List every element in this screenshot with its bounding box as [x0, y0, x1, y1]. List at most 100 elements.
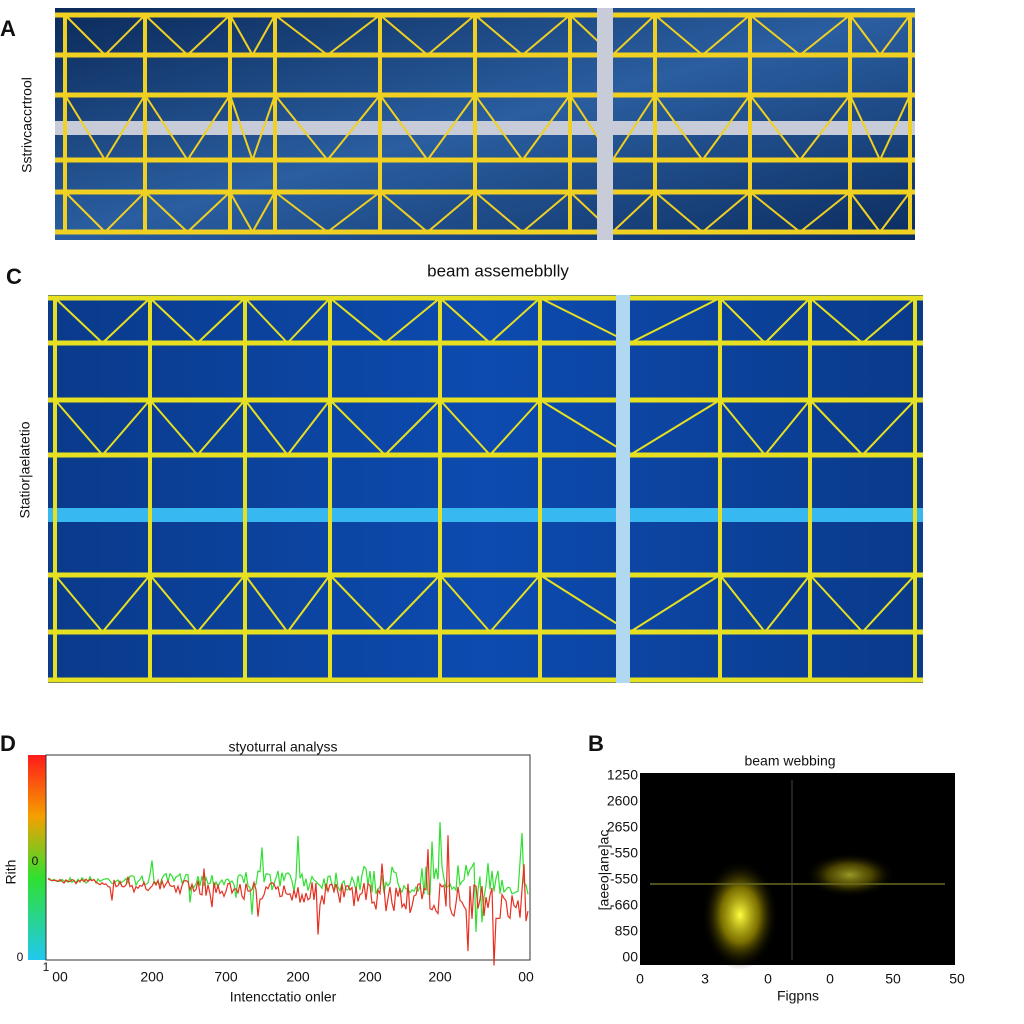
brace	[426, 191, 476, 233]
brace	[379, 14, 429, 56]
brace	[474, 14, 524, 56]
y-tick-label: -550	[610, 871, 638, 887]
brace	[861, 297, 916, 344]
brace	[64, 14, 106, 56]
brace	[101, 574, 151, 633]
y-label: Sstrivcaccrtrool	[19, 77, 35, 173]
brace	[749, 94, 801, 161]
colorbar	[28, 755, 46, 960]
brace	[326, 191, 381, 233]
brace	[186, 14, 231, 56]
brace	[244, 574, 289, 633]
plot-area	[45, 754, 531, 961]
heat-region	[805, 853, 895, 897]
brace	[719, 297, 766, 344]
brace	[749, 191, 801, 233]
brace	[274, 191, 329, 233]
y-tick-label: -660	[610, 897, 638, 913]
x-tick-label: 50	[949, 971, 965, 987]
x-tick-label: 0	[636, 971, 644, 987]
x-tick-label: 200	[140, 969, 164, 985]
brace	[611, 191, 656, 233]
brace	[274, 94, 329, 161]
x-tick-label: 200	[428, 969, 452, 985]
y-tick-label: 2650	[607, 819, 638, 835]
brace	[764, 399, 811, 456]
band	[48, 508, 923, 522]
panel-label: A	[0, 16, 16, 41]
brace	[54, 399, 104, 456]
brace	[144, 14, 189, 56]
brace	[521, 191, 571, 233]
brace	[326, 94, 381, 161]
panel-label: B	[588, 731, 604, 756]
brace	[861, 574, 916, 633]
brace	[764, 574, 811, 633]
brace	[521, 14, 571, 56]
brace	[251, 94, 276, 161]
brace	[439, 574, 491, 633]
brace	[329, 297, 386, 344]
brace	[326, 14, 381, 56]
brace	[64, 191, 106, 233]
brace	[144, 191, 189, 233]
brace	[611, 94, 656, 161]
brace	[861, 399, 916, 456]
brace	[489, 574, 541, 633]
brace	[654, 14, 704, 56]
panel-c: C beam assemebblly Statior|aelatetio	[6, 261, 923, 683]
brace	[654, 191, 704, 233]
brace	[149, 297, 199, 344]
brace	[879, 14, 911, 56]
brace	[186, 191, 231, 233]
brace	[54, 574, 104, 633]
x-tick-label: 200	[286, 969, 310, 985]
brace	[229, 191, 254, 233]
brace	[379, 94, 429, 161]
brace	[244, 399, 289, 456]
x-tick-label: 0	[764, 971, 772, 987]
brace	[611, 14, 656, 56]
brace	[629, 399, 721, 456]
title: styoturral analyss	[229, 739, 338, 755]
brace	[849, 191, 881, 233]
brace	[809, 297, 864, 344]
x-tick-label: 200	[358, 969, 382, 985]
brace	[849, 94, 881, 161]
brace	[286, 399, 331, 456]
panel-label: D	[0, 731, 16, 756]
brace	[286, 574, 331, 633]
brace	[329, 399, 386, 456]
brace	[809, 399, 864, 456]
brace	[229, 14, 254, 56]
y-tick-label: 2600	[607, 793, 638, 809]
brace	[539, 297, 631, 344]
panel-a: A Sstrivcaccrtrool	[0, 8, 915, 240]
colorbar-tick-label: 0	[17, 950, 24, 964]
brace	[104, 191, 146, 233]
y-tick-label: 00	[622, 949, 638, 965]
brace	[329, 574, 386, 633]
x-label: Intencctatio onler	[230, 989, 337, 1005]
band	[55, 121, 915, 135]
brace	[426, 14, 476, 56]
title: beam assemebblly	[427, 261, 569, 280]
x-tick-label: 700	[214, 969, 238, 985]
y-label: Rith	[3, 860, 19, 885]
colorbar-tick-label: 1	[43, 960, 50, 974]
brace	[799, 14, 851, 56]
y-tick-label: -550	[610, 845, 638, 861]
brace	[196, 574, 246, 633]
brace	[539, 574, 631, 633]
brace	[274, 14, 329, 56]
y-label: [aeeo|ane]ac	[596, 830, 612, 911]
brace	[54, 297, 104, 344]
x-tick-label: 0	[826, 971, 834, 987]
y-label: Statior|aelatetio	[17, 421, 33, 518]
brace	[251, 191, 276, 233]
trace	[47, 821, 529, 933]
brace	[439, 297, 491, 344]
brace	[629, 574, 721, 633]
brace	[489, 297, 541, 344]
